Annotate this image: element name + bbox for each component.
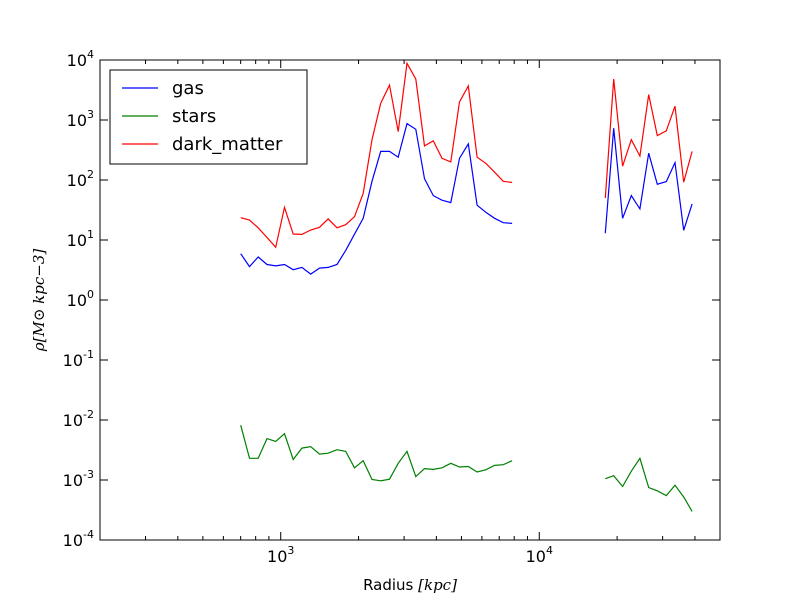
y-tick-label: 102 — [67, 168, 94, 190]
x-tick-label: 103 — [267, 544, 294, 566]
y-tick-label: 10-4 — [63, 528, 94, 550]
x-axis-label-text: Radius — [363, 576, 413, 594]
y-axis-label: ρ[M⊙ kpc−3] — [30, 249, 48, 353]
y-tick-label: 104 — [67, 48, 94, 70]
legend: gas stars dark_matter — [109, 69, 308, 165]
series-line-stars-1 — [240, 425, 513, 482]
x-axis-label-unit: [kpc] — [418, 576, 457, 594]
y-tick-label: 100 — [67, 288, 94, 310]
legend-label-stars: stars — [172, 106, 216, 127]
series-line-stars-2 — [605, 456, 693, 512]
legend-label-dark_matter: dark_matter — [172, 134, 283, 155]
series-line-dark_matter-2 — [604, 79, 693, 199]
series-line-gas-1 — [240, 122, 513, 275]
x-axis-label: Radius [kpc] — [363, 576, 457, 594]
y-tick-label: 10-3 — [63, 468, 94, 490]
y-tick-label: 10-1 — [63, 348, 94, 370]
series-layer — [240, 61, 693, 512]
series-line-dark_matter-1 — [240, 61, 513, 249]
x-axis: 103 104 — [99, 60, 721, 566]
x-tick-label: 104 — [526, 544, 553, 566]
y-tick-label: 103 — [67, 108, 94, 130]
y-tick-label: 10-2 — [63, 408, 94, 430]
legend-label-gas: gas — [172, 78, 204, 99]
y-axis: 10-4 10-3 10-2 10-1 100 101 102 103 104 — [63, 48, 720, 550]
y-tick-label: 101 — [67, 228, 94, 250]
series-line-gas-2 — [604, 128, 693, 234]
legend-box — [109, 69, 308, 165]
